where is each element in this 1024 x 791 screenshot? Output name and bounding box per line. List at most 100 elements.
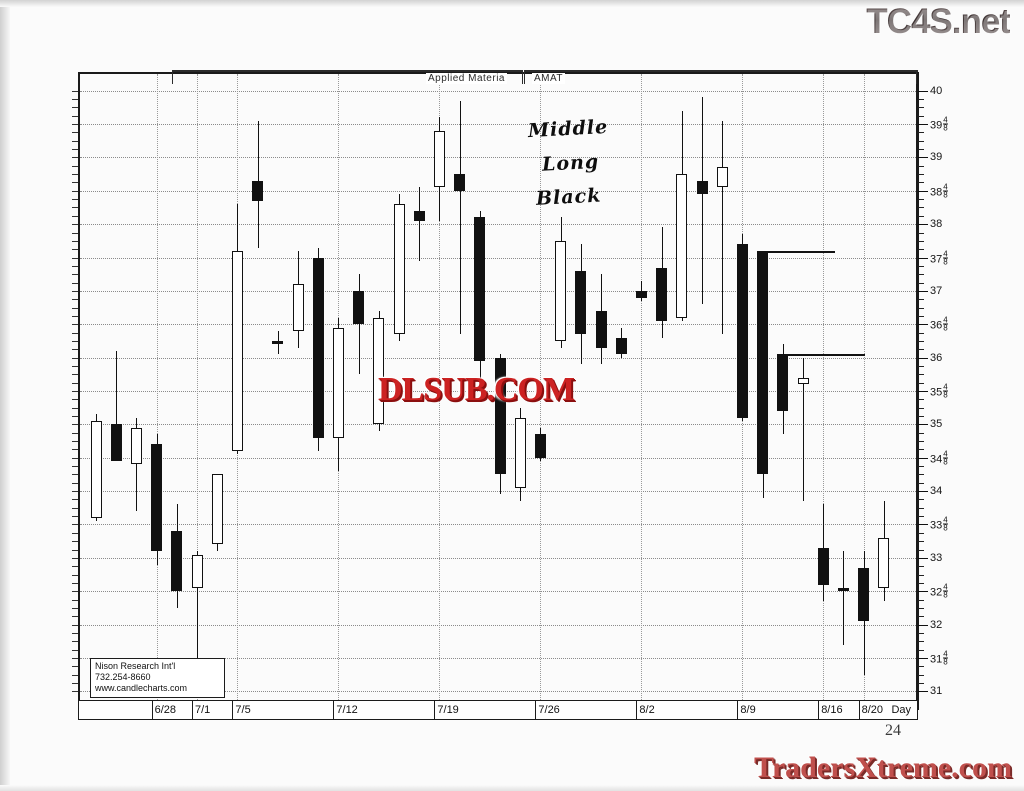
candle-body xyxy=(171,531,183,592)
candle-body xyxy=(797,377,809,385)
candle-body xyxy=(332,327,344,438)
vertical-gridline xyxy=(863,74,865,708)
y-axis-major-tick xyxy=(918,157,928,159)
y-axis-minor-tick xyxy=(918,374,924,376)
y-axis-minor-tick xyxy=(918,416,924,418)
y-axis-major-tick xyxy=(918,457,928,459)
horizontal-gridline xyxy=(80,257,916,259)
horizontal-gridline xyxy=(80,324,916,326)
y-axis-tick-label: 334 8 xyxy=(930,515,948,533)
candle-body xyxy=(454,174,466,191)
candle-body xyxy=(817,547,829,585)
left-ruler-tick xyxy=(72,557,78,559)
left-ruler-tick xyxy=(72,574,78,576)
y-axis-minor-tick xyxy=(918,666,924,668)
x-axis-tick-label: 7/12 xyxy=(336,704,358,716)
y-axis-minor-tick xyxy=(918,232,924,234)
candle-body xyxy=(393,204,405,335)
publisher-logo-box: Nison Research Int'l 732.254-8660 www.ca… xyxy=(90,658,225,698)
left-ruler-tick xyxy=(72,240,78,242)
y-axis-tick-label: 364 8 xyxy=(930,315,948,333)
handwritten-line-3: Black xyxy=(535,184,602,210)
left-ruler-tick xyxy=(72,491,78,493)
left-ruler-tick xyxy=(72,382,78,384)
y-axis-tick-label: 384 8 xyxy=(930,182,948,200)
candle-body xyxy=(433,130,445,188)
left-ruler-tick xyxy=(72,691,78,693)
y-axis-minor-tick xyxy=(918,299,924,301)
y-axis-major-tick xyxy=(918,391,928,392)
chart-plot-area xyxy=(80,74,916,708)
y-axis-minor-tick xyxy=(918,482,924,484)
y-axis-minor-tick xyxy=(918,140,924,142)
y-axis-minor-tick xyxy=(918,532,924,534)
left-ruler-tick xyxy=(72,582,78,584)
y-axis-minor-tick xyxy=(918,566,924,568)
x-axis-cell-separator xyxy=(636,701,638,719)
header-separator xyxy=(524,70,525,84)
candle-body xyxy=(777,354,789,411)
header-separator xyxy=(522,70,523,84)
y-axis-minor-tick xyxy=(918,399,924,401)
left-ruler-tick xyxy=(72,624,78,626)
y-axis-minor-tick xyxy=(918,265,924,267)
left-ruler-tick xyxy=(72,157,78,159)
x-axis-tick-label: 8/16 xyxy=(821,704,843,716)
candle-wick xyxy=(419,187,420,261)
left-ruler-tick xyxy=(72,282,78,284)
candle-body xyxy=(474,217,486,361)
left-ruler-tick xyxy=(72,349,78,351)
y-axis-minor-tick xyxy=(918,516,924,518)
watermark-tc4s: TC4S.net xyxy=(866,2,1011,41)
y-axis-minor-tick xyxy=(918,249,924,251)
left-ruler-tick xyxy=(72,607,78,609)
y-axis-tick-label: 394 8 xyxy=(930,115,948,133)
scan-edge-top xyxy=(0,0,1024,7)
left-ruler-tick xyxy=(72,99,78,101)
left-ruler-tick xyxy=(72,90,78,92)
candle-body xyxy=(555,240,567,341)
left-ruler-tick xyxy=(72,207,78,209)
x-axis-cell-separator xyxy=(434,701,436,719)
left-ruler-tick xyxy=(72,482,78,484)
candle-wick xyxy=(359,274,360,375)
candle-wick xyxy=(460,100,461,335)
left-ruler-tick xyxy=(72,532,78,534)
y-axis-minor-tick xyxy=(918,507,924,509)
left-ruler-tick xyxy=(72,674,78,676)
left-ruler-tick xyxy=(72,399,78,401)
price-reference-line xyxy=(756,250,835,253)
left-ruler-tick xyxy=(72,374,78,376)
x-axis-cell-separator xyxy=(858,701,860,719)
x-axis-tick-label: 6/28 xyxy=(154,704,177,716)
left-ruler-tick xyxy=(72,457,78,459)
vertical-gridline xyxy=(197,74,198,708)
candle-body xyxy=(211,474,223,545)
candle-body xyxy=(413,210,425,221)
horizontal-gridline xyxy=(80,157,916,159)
candle-body xyxy=(595,310,607,348)
watermark-dlsub: DLSUB.COM xyxy=(378,371,575,408)
candle-body xyxy=(656,267,668,321)
y-axis-minor-tick xyxy=(918,207,924,209)
y-axis-minor-tick xyxy=(918,307,924,309)
price-reference-line xyxy=(776,354,865,357)
y-axis-minor-tick xyxy=(918,115,924,117)
y-axis-minor-tick xyxy=(918,182,924,184)
left-ruler-tick xyxy=(72,666,78,668)
vertical-gridline xyxy=(540,74,542,708)
y-axis-tick-label: 38 xyxy=(930,218,943,231)
horizontal-gridline xyxy=(80,624,916,626)
left-ruler-tick xyxy=(72,249,78,251)
y-axis-minor-tick xyxy=(918,474,924,476)
y-axis-labels: 40 394 8 39 384 8 38 374 8 37 364 8 36 354 8 35 344 8 34 33… xyxy=(922,72,992,722)
y-axis-ticks xyxy=(918,72,932,710)
horizontal-gridline xyxy=(80,557,916,559)
y-axis-tick-label: 32 xyxy=(930,618,943,631)
candle-body xyxy=(514,417,526,488)
candle-wick xyxy=(702,97,703,305)
x-axis-cell-separator xyxy=(737,701,739,719)
y-axis-minor-tick xyxy=(918,407,924,409)
x-axis-cell-separator xyxy=(333,701,335,719)
candle-wick xyxy=(722,120,723,335)
